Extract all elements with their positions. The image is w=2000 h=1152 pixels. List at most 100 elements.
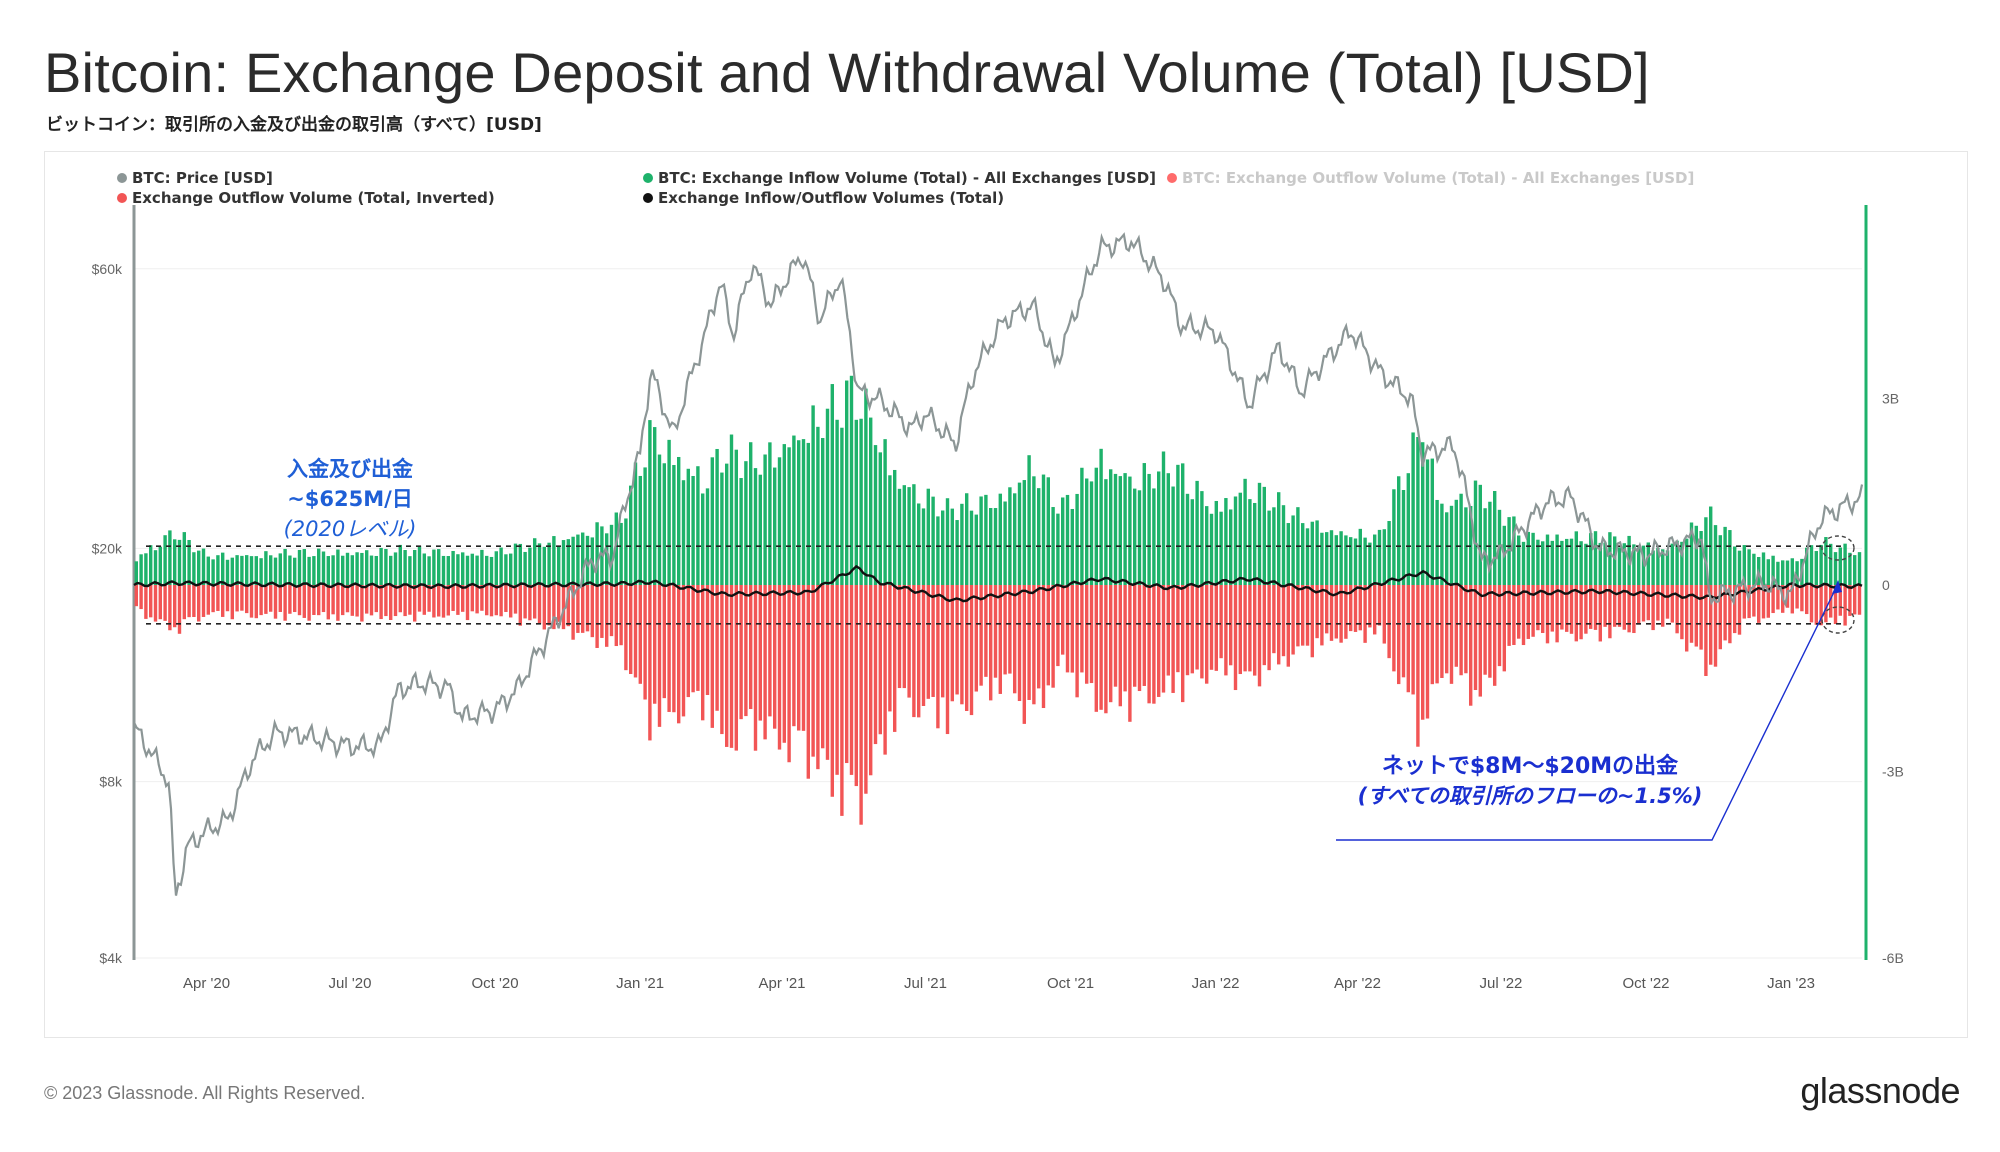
inflow-bar bbox=[845, 380, 849, 585]
outflow-bar bbox=[1118, 585, 1122, 707]
inflow-bar bbox=[729, 434, 734, 585]
inflow-bar bbox=[917, 503, 921, 585]
inflow-bar bbox=[1229, 509, 1233, 585]
outflow-bar bbox=[744, 585, 748, 717]
inflow-bar bbox=[773, 467, 777, 585]
inflow-bar bbox=[893, 469, 897, 585]
inflow-bar bbox=[1013, 493, 1017, 585]
inflow-bar bbox=[1675, 540, 1679, 585]
inflow-bar bbox=[1464, 507, 1468, 585]
inflow-bar bbox=[753, 468, 758, 585]
inflow-bar bbox=[182, 532, 186, 585]
inflow-bar bbox=[979, 496, 983, 585]
outflow-bar bbox=[1742, 585, 1746, 619]
outflow-bar bbox=[643, 585, 647, 700]
x-axis-tick-label: Jul '21 bbox=[904, 975, 947, 992]
inflow-bar bbox=[749, 442, 753, 585]
outflow-bar bbox=[1838, 585, 1842, 616]
inflow-bar bbox=[686, 468, 690, 585]
outflow-bar bbox=[941, 585, 945, 698]
inflow-bar bbox=[1819, 544, 1823, 585]
inflow-bar bbox=[264, 551, 268, 585]
inflow-bar bbox=[192, 552, 196, 585]
outflow-bar bbox=[648, 585, 652, 741]
inflow-bar bbox=[1104, 479, 1108, 585]
inflow-bar bbox=[513, 543, 518, 585]
legend-item-outflow-inverted[interactable]: Exchange Outflow Volume (Total, Inverted… bbox=[117, 189, 495, 207]
inflow-bar bbox=[1565, 538, 1569, 585]
inflow-bar bbox=[1560, 540, 1564, 585]
outflow-bar bbox=[1833, 585, 1838, 625]
inflow-bar bbox=[1171, 486, 1175, 585]
inflow-bar bbox=[1771, 555, 1775, 585]
outflow-bar bbox=[840, 585, 844, 816]
outflow-bar bbox=[1363, 585, 1367, 643]
inflow-bar bbox=[1833, 552, 1838, 585]
inflow-bar bbox=[677, 456, 681, 585]
outflow-bar bbox=[297, 585, 302, 616]
legend-item-net[interactable]: Exchange Inflow/Outflow Volumes (Total) bbox=[643, 189, 1004, 207]
inflow-bar bbox=[259, 558, 263, 585]
inflow-bar bbox=[638, 475, 642, 585]
legend-price-dot-icon bbox=[117, 173, 127, 183]
inflow-bar bbox=[283, 548, 287, 585]
legend-item-inflow[interactable]: BTC: Exchange Inflow Volume (Total) - Al… bbox=[643, 169, 1156, 187]
outflow-bar bbox=[1565, 585, 1569, 632]
inflow-bar bbox=[945, 498, 950, 585]
outflow-bar bbox=[1718, 585, 1722, 650]
outflow-bar bbox=[1051, 585, 1055, 688]
outflow-bar bbox=[1694, 585, 1698, 647]
outflow-bar bbox=[936, 585, 940, 729]
inflow-bar bbox=[595, 522, 599, 585]
inflow-bar bbox=[1829, 543, 1833, 585]
outflow-bar bbox=[1368, 585, 1372, 628]
inflow-bar bbox=[1603, 542, 1607, 585]
outflow-bar bbox=[1296, 585, 1300, 647]
inflow-bar bbox=[1277, 492, 1281, 585]
outflow-bar bbox=[494, 585, 498, 616]
outflow-bar bbox=[475, 585, 479, 614]
legend-item-outflow[interactable]: BTC: Exchange Outflow Volume (Total) - A… bbox=[1167, 169, 1694, 187]
inflow-bar bbox=[725, 463, 729, 585]
inflow-bar bbox=[187, 539, 191, 585]
outflow-bar bbox=[1147, 585, 1151, 704]
inflow-bar bbox=[998, 493, 1002, 585]
inflow-bar bbox=[139, 554, 143, 585]
outflow-bar bbox=[1560, 585, 1564, 630]
inflow-bar bbox=[1752, 553, 1756, 585]
outflow-bar bbox=[696, 585, 700, 691]
inflow-bar bbox=[1085, 478, 1089, 585]
outflow-bar bbox=[1545, 585, 1550, 644]
outflow-bar bbox=[317, 585, 321, 616]
inflow-bar bbox=[830, 384, 834, 585]
outflow-bar bbox=[1790, 585, 1794, 614]
outflow-bar bbox=[1205, 585, 1209, 684]
outflow-bar bbox=[965, 585, 969, 711]
outflow-bar bbox=[619, 585, 623, 646]
inflow-bar bbox=[254, 556, 258, 585]
inflow-bar bbox=[816, 426, 820, 585]
inflow-bar bbox=[1857, 552, 1862, 585]
inflow-bar bbox=[1166, 473, 1170, 585]
x-axis-tick-label: Apr '22 bbox=[1334, 975, 1381, 992]
highlight-ellipse-outflow bbox=[1821, 606, 1855, 634]
glassnode-logo[interactable]: glassnode bbox=[1800, 1070, 1960, 1111]
inflow-bar bbox=[1363, 537, 1367, 585]
outflow-bar bbox=[1579, 585, 1583, 640]
inflow-bar bbox=[1781, 560, 1785, 585]
outflow-bar bbox=[1627, 585, 1631, 633]
outflow-bar bbox=[715, 585, 719, 711]
outflow-bar bbox=[1469, 585, 1473, 706]
inflow-bar bbox=[230, 557, 234, 585]
outflow-bar bbox=[197, 585, 201, 622]
outflow-bar bbox=[537, 585, 542, 625]
outflow-bar bbox=[1291, 585, 1295, 655]
inflow-bar bbox=[1445, 512, 1449, 585]
inflow-bar bbox=[701, 493, 705, 585]
inflow-bar bbox=[1521, 541, 1526, 585]
outflow-bar bbox=[1181, 585, 1185, 703]
x-axis-tick-label: Jul '20 bbox=[329, 975, 372, 992]
legend-item-price[interactable]: BTC: Price [USD] bbox=[117, 169, 273, 187]
inflow-bar bbox=[801, 439, 806, 585]
outflow-bar bbox=[1761, 585, 1766, 619]
